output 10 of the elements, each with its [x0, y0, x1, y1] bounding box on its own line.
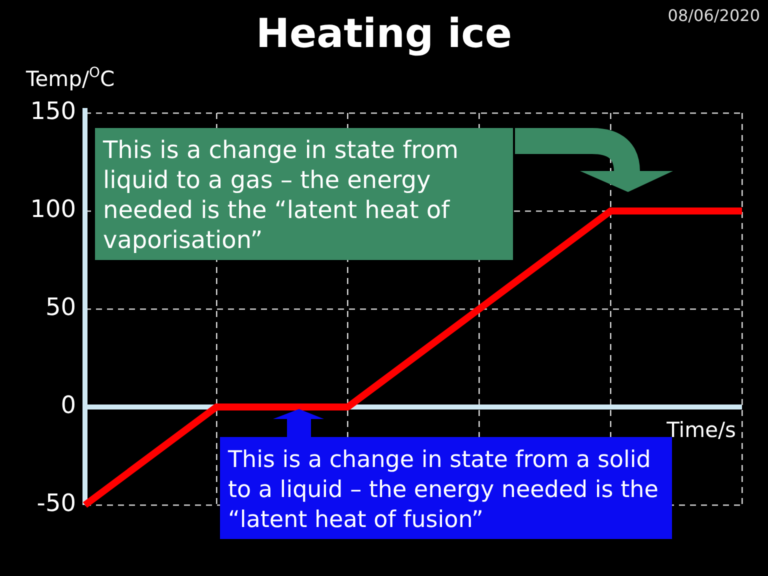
y-tick-label: 100 — [30, 195, 76, 224]
annotation: This is a change in state from a solid to a liquid – the energy needed is the “latent heat of fusion” — [227, 447, 658, 533]
x-axis-title: Time/s — [666, 418, 736, 442]
chart-title: Heating ice — [256, 11, 512, 57]
y-tick-label: -50 — [36, 489, 76, 518]
y-tick-label: 0 — [60, 391, 76, 420]
text: 08/06/2020 — [668, 6, 760, 25]
annotation: This is a change in state from liquid to a gas – the energy needed is the “latent heat of vaporisation” — [102, 136, 459, 254]
y-tick-label: 50 — [45, 293, 76, 322]
y-tick-label: 150 — [30, 97, 76, 126]
